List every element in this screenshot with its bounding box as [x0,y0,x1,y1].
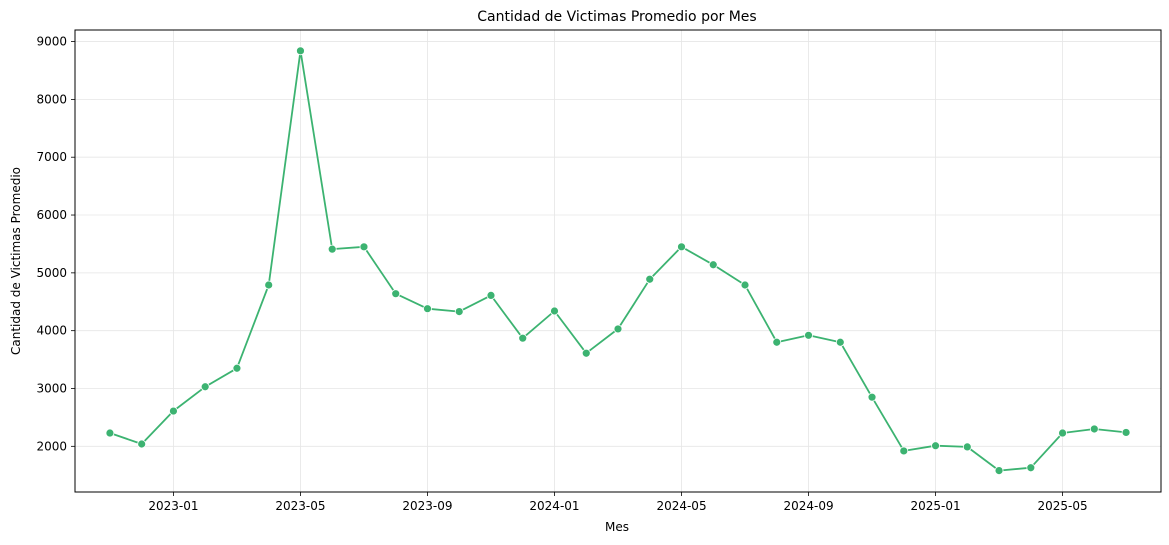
data-point [740,280,750,290]
data-point [296,46,305,56]
series-line [109,49,1127,472]
series-group [105,46,1131,476]
data-point [581,348,591,358]
x-tick-label: 2024-09 [783,499,833,513]
data-point [486,291,496,300]
x-tick-label: 2024-05 [656,499,706,513]
data-point [613,324,623,334]
plot-area [74,29,1162,493]
data-point [359,242,369,252]
x-tick-label: 2025-05 [1037,499,1087,513]
data-point [169,406,178,416]
data-point [994,466,1004,476]
y-tick-label: 9000 [36,35,67,49]
data-point [677,242,686,252]
data-point [105,428,115,438]
data-point [391,289,401,299]
data-point [708,260,718,270]
x-tick-label: 2023-05 [275,499,325,513]
data-point [867,392,877,402]
data-point [931,441,940,451]
data-point [1058,428,1067,438]
data-point [327,244,337,254]
chart-title: Cantidad de Victimas Promedio por Mes [477,9,756,25]
y-tick-label: 6000 [36,208,67,222]
y-tick-label: 2000 [36,439,67,453]
y-tick-label: 3000 [36,381,67,395]
y-tick-label: 8000 [36,92,67,106]
x-axis-title: Mes [605,520,629,534]
data-point [518,333,528,343]
data-point [645,274,655,284]
y-axis: 2000 3000 4000 5000 6000 7000 8000 9000 [36,35,75,453]
grid [75,30,1161,492]
data-point [232,363,242,373]
x-tick-label: 2023-01 [148,499,198,513]
y-tick-label: 4000 [36,324,67,338]
x-tick-label: 2025-01 [910,499,960,513]
data-point [423,304,432,314]
data-point [1026,463,1036,473]
data-point [962,442,972,452]
data-point [1089,424,1099,434]
data-point [772,337,782,347]
x-tick-label: 2024-01 [529,499,579,513]
data-point [200,382,210,392]
data-point [137,439,147,449]
x-tick-label: 2023-09 [402,499,452,513]
data-point [835,337,845,347]
data-point [1121,428,1131,437]
y-tick-label: 5000 [36,266,67,280]
data-point [264,280,274,290]
y-axis-title: Cantidad de Victimas Promedio [9,167,23,355]
data-point [899,446,909,456]
data-point [550,306,559,316]
data-point [804,330,813,340]
y-tick-label: 7000 [36,150,67,164]
x-axis: 2023-01 2023-05 2023-09 2024-01 2024-05 2024-… [148,492,1088,513]
data-point [454,307,464,316]
